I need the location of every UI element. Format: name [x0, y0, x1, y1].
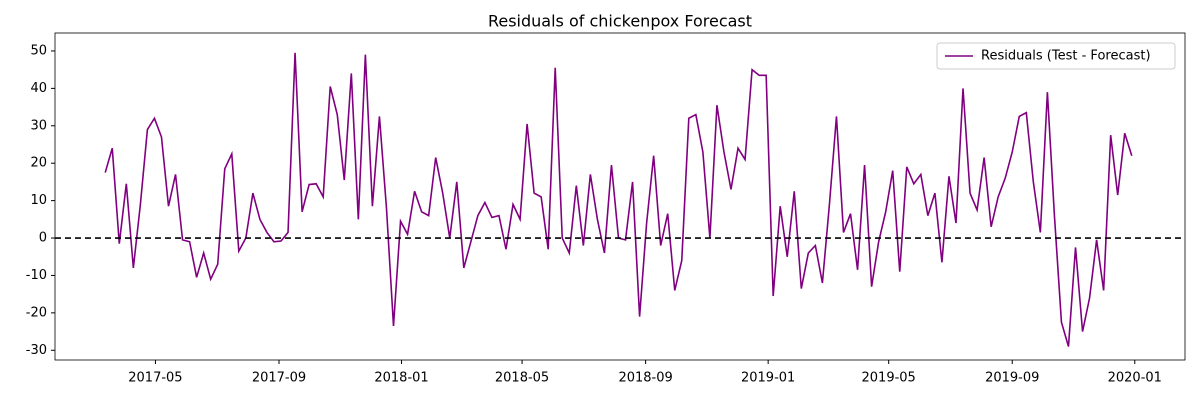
y-tick-label: -20 [26, 305, 47, 320]
y-tick-label: 10 [30, 193, 47, 208]
legend: Residuals (Test - Forecast) [936, 42, 1176, 70]
y-tick-label: -30 [26, 343, 47, 358]
y-tick-label: 50 [30, 43, 47, 58]
x-tick-label: 2017-05 [128, 371, 182, 386]
y-tick-label: 20 [30, 156, 47, 171]
legend-box [936, 42, 1176, 70]
chart-title: Residuals of chickenpox Forecast [488, 12, 752, 31]
x-tick-label: 2019-01 [741, 371, 795, 386]
y-tick-label: 40 [30, 81, 47, 96]
y-tick-label: -10 [26, 268, 47, 283]
x-tick-label: 2017-09 [252, 371, 306, 386]
x-tick-label: 2018-09 [618, 371, 672, 386]
y-tick-label: 0 [39, 231, 47, 246]
x-tick-label: 2020-01 [1108, 371, 1162, 386]
legend-label: Residuals (Test - Forecast) [981, 49, 1151, 64]
plot-frame [54, 32, 1186, 361]
x-tick-label: 2019-09 [985, 371, 1039, 386]
x-tick-label: 2018-01 [374, 371, 428, 386]
x-tick-label: 2018-05 [495, 371, 549, 386]
x-tick-label: 2019-05 [862, 371, 916, 386]
y-tick-label: 30 [30, 118, 47, 133]
